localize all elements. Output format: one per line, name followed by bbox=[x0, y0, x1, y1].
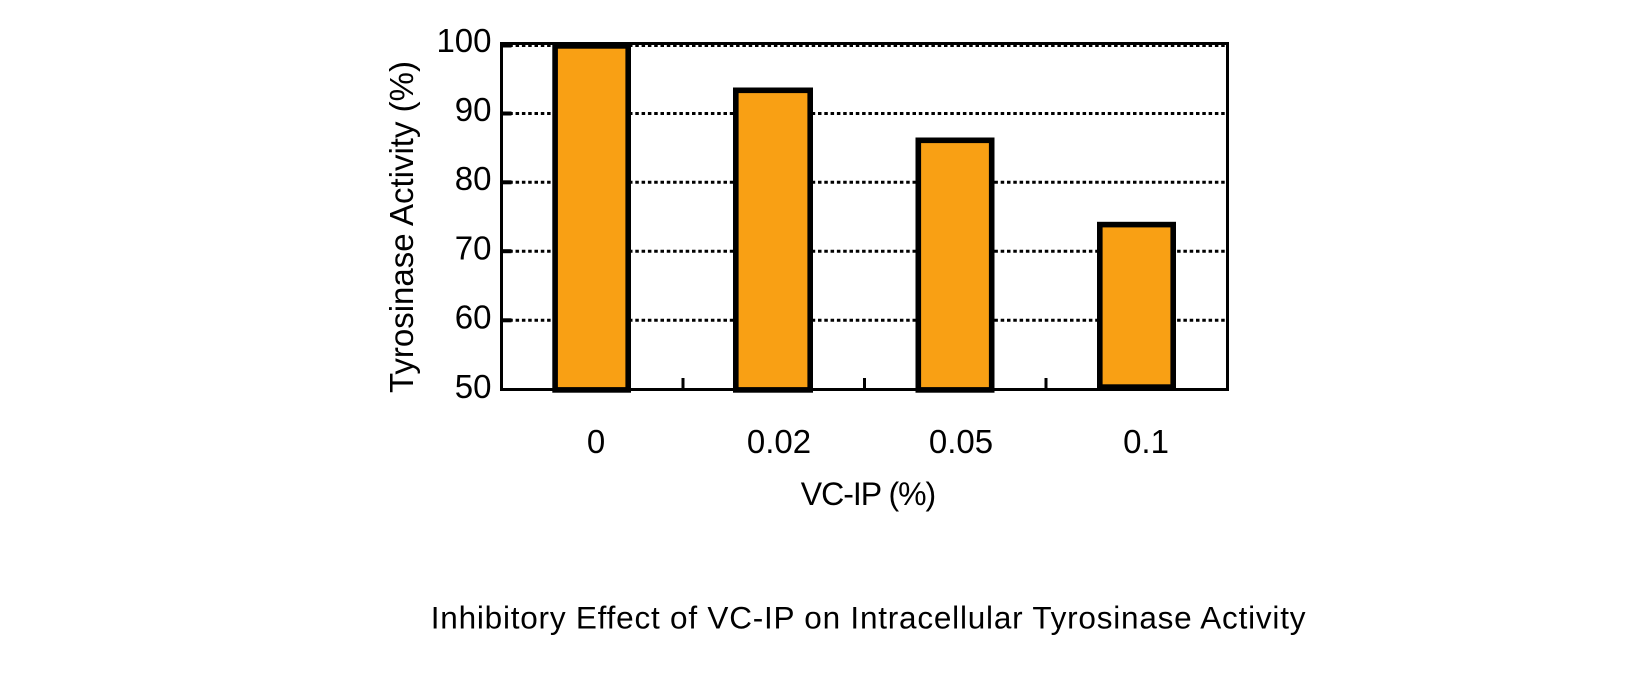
svg-text:90: 90 bbox=[455, 91, 492, 128]
svg-text:0: 0 bbox=[587, 423, 605, 460]
svg-text:Inhibitory Effect of VC-IP on: Inhibitory Effect of VC-IP on Intracellu… bbox=[431, 600, 1307, 636]
svg-text:100: 100 bbox=[436, 22, 491, 59]
svg-text:0.1: 0.1 bbox=[1123, 423, 1169, 460]
svg-text:Tyrosinase Activity (%): Tyrosinase Activity (%) bbox=[383, 61, 420, 393]
svg-text:50: 50 bbox=[455, 368, 492, 405]
svg-text:0.02: 0.02 bbox=[747, 423, 811, 460]
svg-text:VC-IP (%): VC-IP (%) bbox=[801, 476, 935, 512]
svg-text:0.05: 0.05 bbox=[929, 423, 993, 460]
svg-text:70: 70 bbox=[455, 229, 492, 266]
svg-text:80: 80 bbox=[455, 160, 492, 197]
svg-text:60: 60 bbox=[455, 299, 492, 336]
